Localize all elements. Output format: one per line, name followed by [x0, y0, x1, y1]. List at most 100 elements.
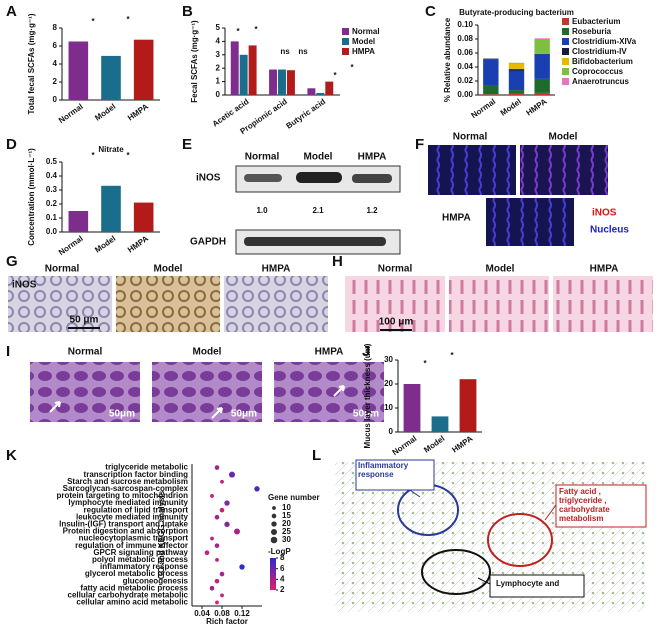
x-tick-label: 0.04 — [194, 609, 210, 618]
legend-text: 8 — [280, 553, 285, 562]
callout-box — [555, 484, 647, 528]
annotation: * — [126, 15, 130, 24]
bar-segment — [534, 53, 550, 54]
bubble — [204, 550, 210, 556]
y-tick-label: cellular amino acid metabolic — [76, 598, 188, 607]
image-label: HMPA — [442, 213, 471, 224]
y-tick-label: 0.04 — [457, 62, 473, 71]
blot-band — [244, 174, 282, 182]
x-tick-label: Butyric acid — [285, 97, 328, 131]
arrow — [211, 407, 223, 419]
scale-label: 50μm — [353, 409, 379, 420]
y-tick-label: 0.4 — [46, 171, 58, 180]
panel-label: D — [6, 136, 17, 153]
bar — [403, 384, 421, 432]
bar-segment — [534, 54, 550, 79]
y-tick-label: 8 — [53, 23, 58, 32]
y-tick-label: Insulin-(IGF) transport and uptake — [59, 519, 188, 528]
blot-group: Normal — [245, 152, 280, 163]
fluorescence-image — [428, 145, 516, 195]
bubble — [224, 500, 230, 506]
ihc: Normal Model HMPA iNOS 50 μm — [8, 264, 328, 332]
blot-band — [244, 237, 386, 246]
y-tick-label: 10 — [384, 403, 393, 412]
annotation: * — [350, 63, 354, 72]
legend-text: 25 — [282, 527, 291, 536]
panel-label: I — [6, 343, 10, 360]
blot-group: Model — [304, 152, 333, 163]
image-label: Normal — [45, 264, 80, 275]
image-label: HMPA — [262, 264, 291, 275]
image-label: Normal — [453, 132, 488, 143]
bar — [269, 69, 278, 95]
y-axis-label: Concentration (mmol·L⁻¹) — [27, 148, 36, 246]
bar — [307, 88, 316, 95]
panel-label: B — [182, 3, 193, 20]
scale-label: 100 μm — [379, 317, 414, 328]
bar — [316, 92, 325, 95]
blot-ratio: 1.0 — [256, 206, 268, 215]
bubble — [220, 479, 224, 484]
chart-title: Nitrate — [98, 145, 124, 154]
y-tick-label: 0.2 — [46, 199, 58, 208]
x-tick-label: Normal — [57, 102, 85, 125]
bubble — [215, 557, 219, 562]
ihc-image — [8, 276, 112, 332]
y-tick-label: 0 — [216, 90, 221, 99]
y-axis-label: Mucus layer thickness (um) — [363, 343, 372, 448]
y-tick-label: protein targeting to mitochondrion — [56, 491, 188, 500]
bubble — [224, 521, 230, 528]
panel-label: E — [182, 136, 192, 153]
y-tick-label: leukocyte mediated immunity — [76, 512, 189, 521]
legend-text: 2 — [280, 585, 285, 594]
annotation: * — [333, 71, 337, 80]
legend-swatch — [562, 78, 569, 85]
legend-text: iNOS — [592, 208, 617, 219]
image-label: HMPA — [315, 347, 344, 358]
scale-label: 50μm — [109, 409, 135, 420]
annotation: * — [91, 151, 95, 160]
bar — [133, 202, 154, 232]
blot-ratio: 1.2 — [366, 206, 378, 215]
x-tick-label: Model — [93, 102, 117, 123]
x-axis-label: Rich factor — [206, 617, 248, 624]
legend-swatch — [562, 38, 569, 45]
bar — [68, 211, 89, 232]
callout-text: Lymphocyte and — [496, 579, 559, 588]
bubble — [214, 465, 220, 470]
y-axis-label: GO and KEGG analysis — [157, 490, 166, 579]
annotation: * — [91, 17, 95, 26]
x-tick-label: Model — [499, 97, 523, 118]
bubble — [209, 585, 215, 591]
callout-text: Fatty acid , triglyceride , carbohydrate… — [559, 487, 610, 523]
legend-bubble — [270, 536, 278, 544]
callout-box — [489, 574, 585, 598]
bubble — [214, 578, 220, 584]
legend-title: Gene number — [268, 493, 320, 502]
y-tick-label: transcription factor binding — [84, 470, 189, 479]
bubble — [219, 571, 225, 577]
legend-bubble — [271, 521, 277, 527]
y-tick-label: 6 — [53, 41, 58, 50]
legend-swatch — [562, 28, 569, 35]
pas-image — [30, 362, 140, 422]
fluorescence-image — [520, 145, 608, 195]
annotation: * — [236, 27, 240, 36]
blot-band — [352, 174, 392, 183]
legend-text: Roseburia — [572, 27, 612, 36]
legend-text: Clostridium-IV — [572, 47, 627, 56]
legend-swatch — [562, 58, 569, 65]
y-axis-label: % Relative abundance — [443, 17, 452, 102]
bar — [101, 185, 121, 232]
panel-label: L — [312, 447, 321, 464]
y-tick-label: inflammatory response — [100, 562, 189, 571]
y-tick-label: gluconeogenesis — [123, 576, 189, 585]
annotation: * — [254, 25, 258, 34]
legend-swatch — [562, 68, 569, 75]
y-tick-label: 0.06 — [457, 48, 473, 57]
blot: Normal Model HMPA iNOS 1.0 2.1 1.2 GAPDH — [190, 152, 401, 255]
bar-segment — [508, 90, 525, 94]
legend-text: Eubacterium — [572, 17, 620, 26]
pas: Normal Model HMPA 50μm 50μm 50μm — [30, 347, 384, 422]
